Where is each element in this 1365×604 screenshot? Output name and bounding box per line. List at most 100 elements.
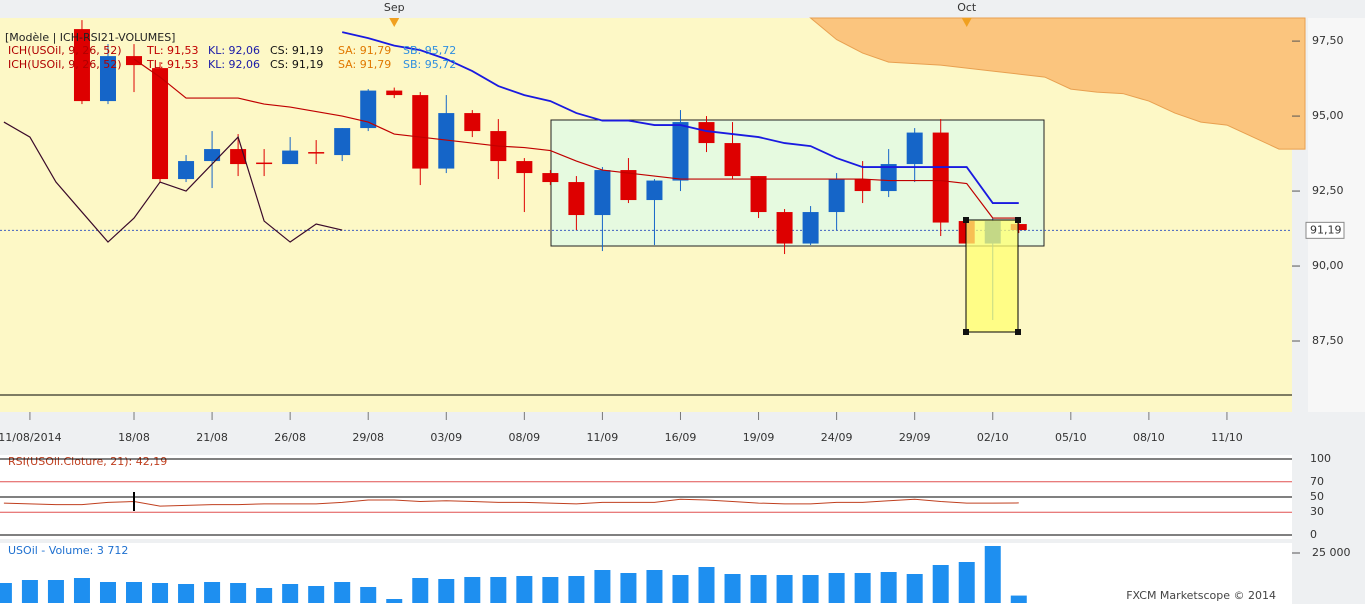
candle-body: [516, 161, 533, 174]
indicator-line: [341, 31, 1019, 204]
y-tick-label: 95,00: [1312, 109, 1344, 122]
candle-body: [828, 179, 845, 213]
volume-bar: [932, 565, 949, 603]
y-tick-label: 50: [1310, 490, 1324, 503]
candle-body: [568, 182, 585, 216]
legend-entry: TL: 91,53: [146, 44, 199, 57]
x-tick-label: 29/08: [352, 431, 384, 444]
rsi-title: RSI(USOil.Cloture, 21): 42,19: [8, 455, 167, 468]
x-tick-label: 11/08/2014: [0, 431, 62, 444]
candle-body: [880, 164, 897, 192]
volume-bar: [230, 583, 247, 603]
volume-bar: [256, 588, 273, 603]
volume-bar: [854, 573, 871, 603]
candle-body: [542, 173, 559, 183]
volume-bar: [646, 570, 663, 603]
handle: [1015, 329, 1021, 335]
legend-entry: SA: 91,79: [338, 44, 391, 57]
candle-body: [776, 212, 793, 244]
legend-entry: TL: 91,53: [146, 58, 199, 71]
candle-body: [256, 162, 273, 165]
candle-body: [854, 179, 871, 192]
y-tick-label: 70: [1310, 475, 1324, 488]
month-label: Sep: [384, 1, 405, 14]
candle-body: [204, 149, 221, 162]
volume-bar: [126, 582, 143, 603]
volume-title: USOil - Volume: 3 712: [8, 544, 128, 557]
x-tick-label: 29/09: [899, 431, 931, 444]
candle-body: [386, 90, 403, 96]
handle: [1015, 217, 1021, 223]
volume-bar: [152, 583, 169, 603]
indicator-line: [133, 58, 1019, 219]
x-tick-label: 08/09: [508, 431, 540, 444]
x-tick-label: 18/08: [118, 431, 150, 444]
template-label: [Modèle | ICH-RSI21-VOLUMES]: [5, 31, 175, 44]
legend-entry: KL: 92,06: [208, 44, 260, 57]
footer: FXCM Marketscope © 2014: [1126, 589, 1276, 602]
candle-body: [724, 143, 741, 177]
candle-body: [73, 29, 90, 102]
volume-bar: [698, 567, 715, 603]
volume-bar: [360, 587, 377, 603]
volume-bar: [282, 584, 299, 603]
candle-body: [1010, 224, 1027, 231]
x-tick-label: 26/08: [274, 431, 306, 444]
volume-bar: [464, 577, 481, 603]
legend-entry: CS: 91,19: [270, 58, 323, 71]
volume-bar: [750, 575, 767, 603]
legend-entry: KL: 92,06: [208, 58, 260, 71]
candle-body: [750, 176, 767, 213]
volume-bar: [542, 577, 559, 603]
candle-body: [594, 170, 611, 216]
volume-bar: [802, 575, 819, 603]
candle-body: [126, 56, 143, 66]
selection-rectangle: [965, 219, 1019, 333]
price-axis: [1308, 18, 1365, 412]
y-tick-label: 25 000: [1312, 546, 1351, 559]
volume-bar: [958, 562, 975, 603]
y-tick-label: 0: [1310, 528, 1317, 541]
volume-bar: [516, 576, 533, 603]
indicator-line: [3, 121, 343, 243]
volume-bar: [594, 570, 611, 603]
candle-body: [360, 90, 377, 129]
volume-bar: [620, 573, 637, 603]
x-tick-label: 11/10: [1211, 431, 1243, 444]
legend-entry: CS: 91,19: [270, 44, 323, 57]
x-tick-label: 05/10: [1055, 431, 1087, 444]
rsi-line: [3, 498, 1019, 507]
volume-bar: [984, 546, 1001, 603]
candle-body: [178, 161, 195, 180]
x-tick-label: 24/09: [821, 431, 853, 444]
volume-bar: [178, 584, 195, 603]
volume-bar: [204, 582, 221, 603]
legend-entry: SA: 91,79: [338, 58, 391, 71]
handle: [963, 217, 969, 223]
month-marker: [389, 18, 400, 27]
x-tick-label: 19/09: [743, 431, 775, 444]
candle-body: [620, 170, 637, 201]
volume-bar: [73, 578, 90, 603]
volume-bar: [724, 574, 741, 603]
legend-entry: SB: 95,72: [403, 58, 456, 71]
month-label: Oct: [957, 1, 977, 14]
y-tick-label: 30: [1310, 505, 1324, 518]
candle-body: [672, 122, 689, 181]
candle-body: [906, 132, 923, 165]
volume-bar: [99, 582, 116, 603]
last-price-label: 91,19: [1310, 223, 1342, 236]
volume-bar: [308, 586, 325, 603]
candle-body: [230, 149, 247, 165]
legend-entry: ICH(USOil, 9, 26, 52): [8, 44, 122, 57]
legend-entry: SB: 95,72: [403, 44, 456, 57]
y-tick-label: 100: [1310, 452, 1331, 465]
x-tick-label: 08/10: [1133, 431, 1165, 444]
y-tick-label: 90,00: [1312, 259, 1344, 272]
x-tick-label: 02/10: [977, 431, 1009, 444]
y-tick-label: 92,50: [1312, 184, 1344, 197]
candle-body: [464, 113, 481, 132]
candle-body: [932, 132, 949, 223]
candle-body: [698, 122, 715, 144]
